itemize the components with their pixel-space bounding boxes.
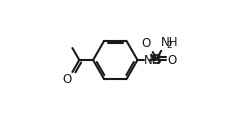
Text: O: O: [62, 73, 71, 86]
Text: NH: NH: [144, 54, 161, 66]
Text: O: O: [141, 37, 150, 50]
Text: S: S: [151, 53, 161, 67]
Text: 2: 2: [165, 41, 171, 50]
Text: NH: NH: [160, 36, 178, 49]
Text: O: O: [167, 54, 176, 66]
